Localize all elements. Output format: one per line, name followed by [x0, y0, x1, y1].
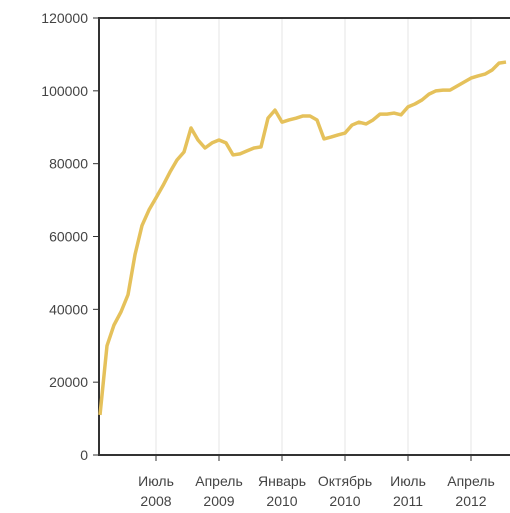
x-tick-label-line: 2011	[393, 493, 423, 509]
x-tick-label-line: 2009	[203, 493, 234, 509]
x-tick-label: Июль 2008	[138, 473, 174, 509]
line	[98, 60, 507, 416]
x-tick-label-line: 2012	[455, 493, 486, 509]
y-tick-label: 0	[80, 447, 88, 463]
x-tick-label-line: Январь	[258, 473, 306, 489]
x-tick-label-line: Июль	[390, 473, 426, 489]
y-tick-label: 120000	[41, 10, 88, 26]
y-tick-label: 20000	[49, 374, 88, 390]
x-tick-label: Июль 2011	[390, 473, 426, 509]
x-tick-label-line: Октябрь	[318, 473, 372, 489]
x-tick-label: Апрель 2012	[447, 473, 495, 509]
x-tick-label: Январь 2010	[258, 473, 306, 509]
x-tick-label-line: Июль	[138, 473, 174, 489]
y-tick-label: 60000	[49, 229, 88, 245]
x-tick-label-line: 2010	[329, 493, 360, 509]
x-tick-label-line: Апрель	[195, 473, 243, 489]
x-tick-label-line: 2008	[140, 493, 171, 509]
y-tick-label: 80000	[49, 156, 88, 172]
x-tick-label-line: 2010	[266, 493, 297, 509]
x-tick-label-line: Апрель	[447, 473, 495, 489]
y-tick-label: 40000	[49, 301, 88, 317]
x-tick-label: Апрель 2009	[195, 473, 243, 509]
x-tick-label: Октябрь 2010	[318, 473, 372, 509]
y-tick-label: 100000	[41, 83, 88, 99]
